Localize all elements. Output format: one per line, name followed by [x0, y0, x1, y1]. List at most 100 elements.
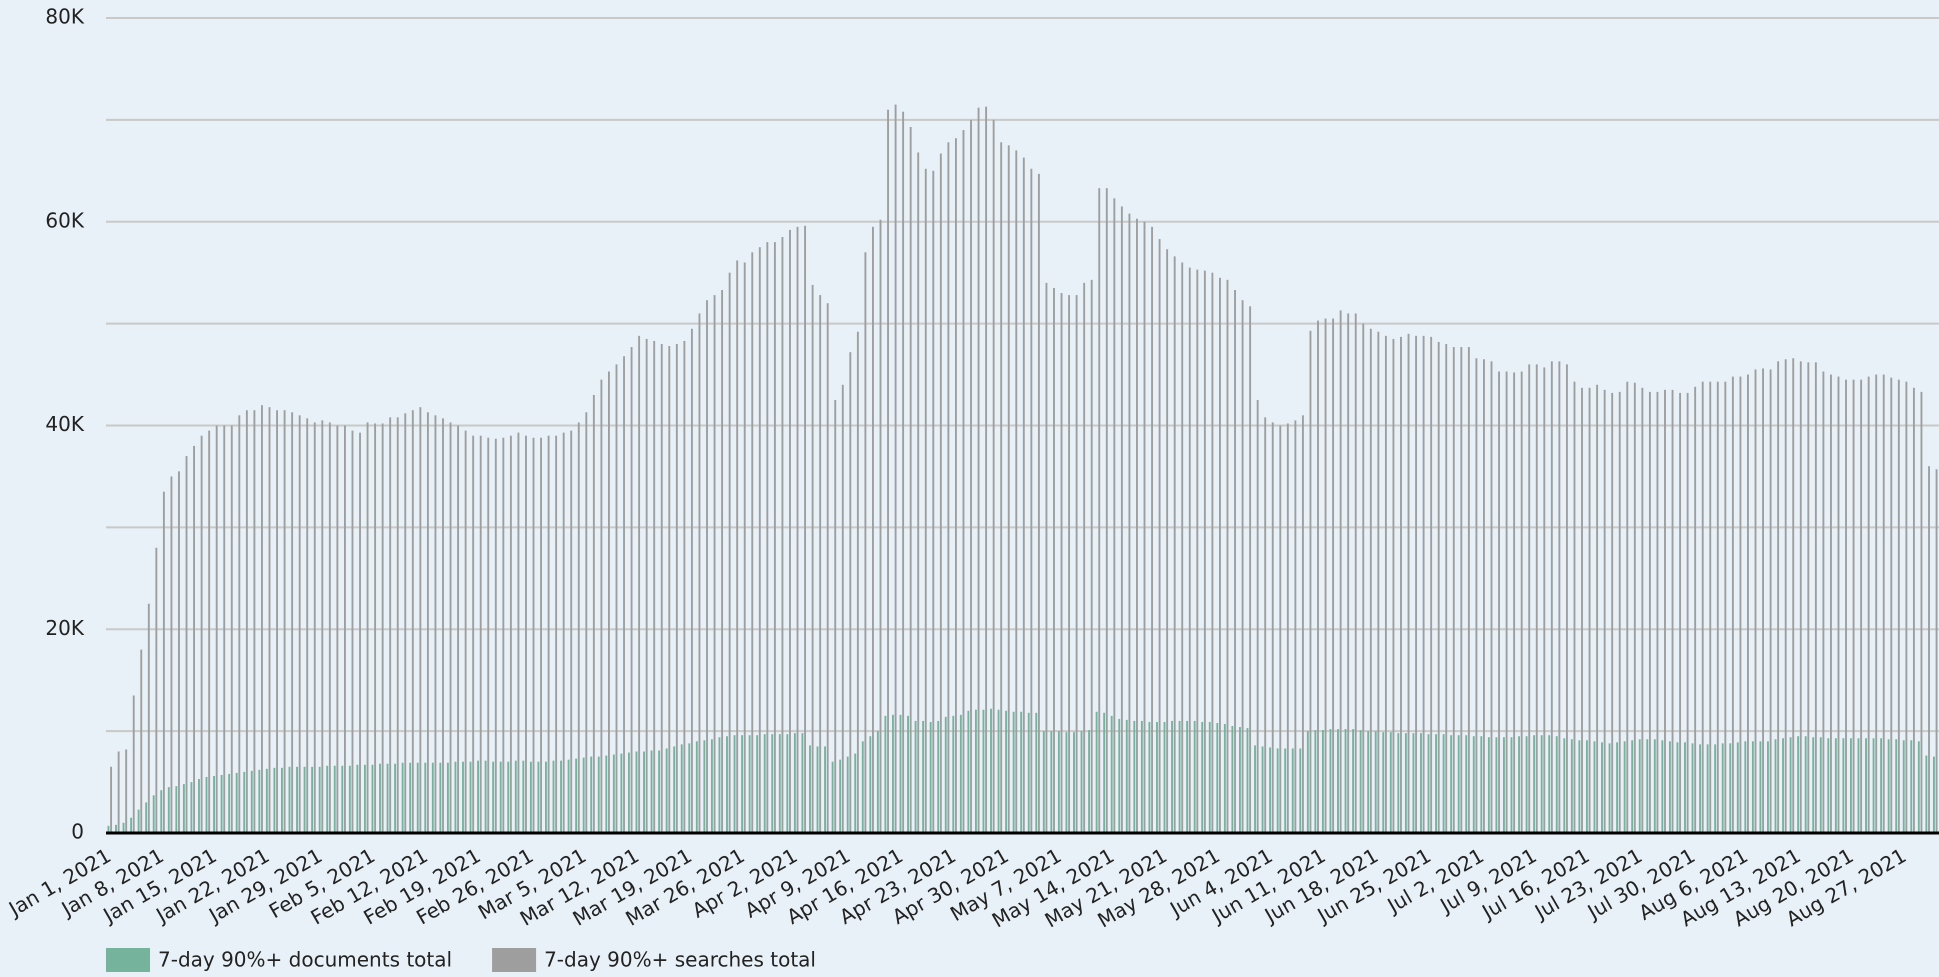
bar	[1797, 736, 1800, 833]
bar	[1475, 358, 1478, 833]
legend-label: 7-day 90%+ searches total	[544, 948, 816, 972]
bar	[1935, 469, 1938, 833]
bar	[1834, 738, 1837, 833]
bar	[1570, 739, 1573, 833]
bar	[1830, 374, 1832, 833]
bar	[1616, 742, 1619, 833]
bar	[1588, 387, 1591, 833]
bar	[1912, 387, 1915, 833]
bar	[1503, 737, 1505, 833]
bar	[899, 714, 902, 833]
bar	[675, 344, 678, 833]
bar	[1550, 361, 1553, 833]
bar	[220, 774, 223, 833]
bar	[175, 786, 178, 833]
bar	[1548, 735, 1551, 833]
bar	[1679, 392, 1682, 833]
bar	[690, 328, 693, 833]
bar	[615, 364, 618, 833]
bar	[1495, 737, 1498, 833]
bar	[575, 758, 578, 833]
bar	[1664, 389, 1666, 833]
bar	[1467, 347, 1470, 833]
bar	[1430, 336, 1433, 833]
bar	[706, 300, 708, 834]
bar	[529, 761, 532, 833]
bar	[426, 412, 429, 833]
bar	[680, 744, 683, 833]
bar	[819, 295, 822, 834]
bar	[1068, 295, 1071, 834]
bar	[1608, 743, 1611, 833]
bar	[1460, 347, 1463, 833]
bar	[756, 735, 759, 833]
bar	[1784, 359, 1787, 833]
bar	[967, 710, 970, 833]
bar	[1661, 740, 1664, 833]
bar	[132, 695, 135, 833]
bar	[1510, 737, 1513, 833]
bar	[366, 422, 369, 833]
bar	[439, 762, 442, 833]
bar	[974, 709, 977, 833]
bar	[1565, 364, 1568, 833]
bar	[487, 437, 490, 833]
bar	[1196, 269, 1199, 834]
bar	[545, 761, 547, 833]
bar	[841, 384, 844, 833]
bar	[1686, 392, 1689, 833]
bar	[1042, 731, 1045, 833]
bar	[907, 715, 909, 833]
bar	[698, 313, 701, 833]
bar	[879, 219, 882, 833]
bar	[1603, 389, 1606, 833]
bar	[457, 425, 460, 833]
bar	[1291, 748, 1294, 833]
bar	[1098, 188, 1101, 834]
bar	[1125, 719, 1128, 833]
bar	[1367, 731, 1370, 833]
bar	[351, 430, 354, 833]
bar	[766, 242, 769, 833]
bar	[394, 763, 397, 833]
bar	[914, 720, 917, 833]
bar	[1276, 748, 1279, 833]
bar	[479, 435, 482, 833]
bar	[215, 425, 218, 833]
bar	[1269, 747, 1272, 833]
bar	[509, 435, 512, 833]
bar	[1337, 729, 1339, 833]
bar	[1653, 739, 1656, 833]
bar	[276, 410, 278, 833]
bar	[726, 736, 728, 833]
bar	[517, 432, 520, 833]
bar	[1875, 374, 1878, 833]
bar	[1088, 730, 1091, 833]
y-tick-label: 0	[71, 820, 84, 844]
bar	[492, 761, 495, 833]
y-tick-label: 60K	[45, 208, 84, 232]
bar	[469, 761, 472, 833]
bar	[1706, 744, 1709, 833]
bar	[1860, 379, 1863, 833]
y-tick-label: 40K	[45, 412, 84, 436]
bar	[713, 295, 716, 834]
bar	[258, 769, 261, 833]
bar	[1714, 744, 1717, 833]
bar	[472, 435, 475, 833]
bar	[1754, 369, 1757, 833]
bar	[1234, 290, 1236, 834]
bar	[997, 709, 1000, 833]
bar	[1412, 733, 1415, 833]
bar	[560, 760, 562, 833]
bar	[502, 437, 505, 833]
bar	[758, 247, 761, 833]
bar	[1254, 745, 1256, 833]
bar	[1201, 721, 1204, 833]
bar	[1799, 361, 1802, 833]
bar	[1382, 732, 1385, 833]
bar	[1015, 150, 1018, 833]
bar	[1012, 711, 1015, 833]
bar	[303, 766, 306, 833]
bar	[281, 767, 283, 833]
